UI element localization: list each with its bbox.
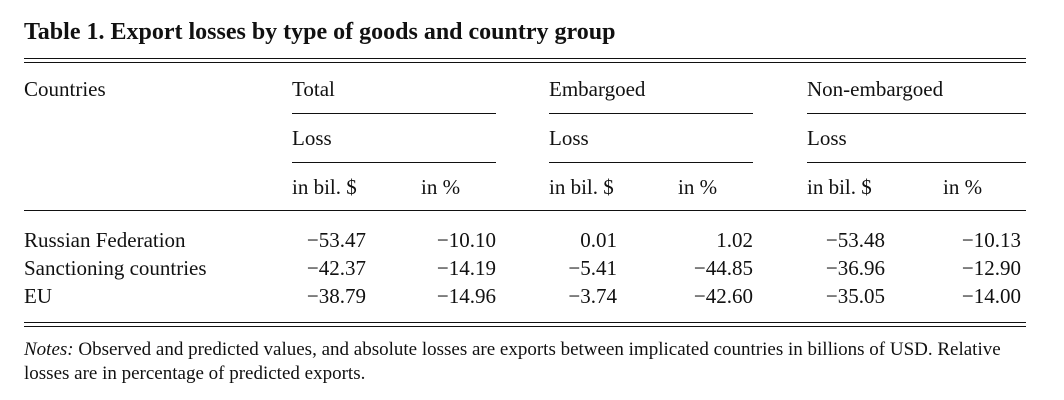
unit-embargoed-bil: in bil. $ — [549, 175, 614, 199]
loss-rule-total — [292, 162, 496, 163]
cell-total-bil: −38.79 — [306, 284, 366, 308]
cell-nonembargoed-pct: −12.90 — [961, 256, 1021, 280]
cell-total-pct: −14.19 — [436, 256, 496, 280]
cell-total-bil: −53.47 — [306, 228, 366, 252]
cell-embargoed-bil: −5.41 — [568, 256, 617, 280]
row-country: Russian Federation — [24, 228, 186, 252]
row-country: EU — [24, 284, 52, 308]
cell-total-pct: −14.96 — [436, 284, 496, 308]
row-country: Sanctioning countries — [24, 256, 207, 280]
unit-total-bil: in bil. $ — [292, 175, 357, 199]
header-rule — [24, 210, 1026, 211]
notes-text: Observed and predicted values, and absol… — [24, 339, 1001, 384]
notes-label: Notes: — [24, 339, 74, 360]
cell-embargoed-pct: 1.02 — [716, 228, 753, 252]
cell-nonembargoed-pct: −10.13 — [961, 228, 1021, 252]
cell-embargoed-bil: 0.01 — [580, 228, 617, 252]
cell-nonembargoed-pct: −14.00 — [961, 284, 1021, 308]
header-group-total: Total — [292, 77, 335, 101]
header-group-embargoed: Embargoed — [549, 77, 646, 101]
bottom-rule-2 — [24, 326, 1026, 327]
cell-total-bil: −42.37 — [306, 256, 366, 280]
header-group-non-embargoed: Non-embargoed — [807, 77, 944, 101]
top-rule-2 — [24, 62, 1026, 63]
group-rule-total — [292, 113, 496, 114]
cell-embargoed-pct: −44.85 — [693, 256, 753, 280]
unit-nonembargoed-pct: in % — [943, 175, 983, 199]
cell-embargoed-bil: −3.74 — [568, 284, 617, 308]
subheader-loss-embargoed: Loss — [549, 126, 589, 150]
cell-total-pct: −10.10 — [436, 228, 496, 252]
subheader-loss-total: Loss — [292, 126, 332, 150]
table-notes: Notes: Observed and predicted values, an… — [24, 338, 1024, 386]
unit-nonembargoed-bil: in bil. $ — [807, 175, 872, 199]
cell-nonembargoed-bil: −35.05 — [825, 284, 885, 308]
group-rule-embargoed — [549, 113, 753, 114]
cell-embargoed-pct: −42.60 — [693, 284, 753, 308]
unit-total-pct: in % — [421, 175, 461, 199]
cell-nonembargoed-bil: −36.96 — [825, 256, 885, 280]
cell-nonembargoed-bil: −53.48 — [825, 228, 885, 252]
loss-rule-embargoed — [549, 162, 753, 163]
loss-rule-non-embargoed — [807, 162, 1026, 163]
subheader-loss-non-embargoed: Loss — [807, 126, 847, 150]
bottom-rule — [24, 322, 1026, 323]
unit-embargoed-pct: in % — [678, 175, 718, 199]
header-countries: Countries — [24, 77, 106, 101]
group-rule-non-embargoed — [807, 113, 1026, 114]
table-title: Table 1. Export losses by type of goods … — [24, 19, 616, 45]
top-rule — [24, 58, 1026, 59]
